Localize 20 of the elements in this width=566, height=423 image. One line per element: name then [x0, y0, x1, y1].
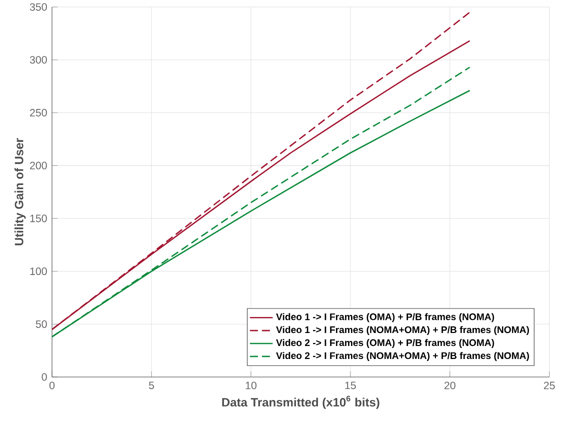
x-tick-label: 5 [148, 382, 154, 390]
y-tick-label: 0 [42, 373, 47, 381]
x-tick-label: 0 [49, 382, 55, 390]
legend-label: Video 1 -> I Frames (NOMA+OMA) + P/B frames (NOMA) [276, 326, 529, 336]
y-tick-label: 300 [30, 56, 47, 64]
legend-label: Video 2 -> I Frames (OMA) + P/B frames (NOMA) [276, 339, 494, 348]
y-tick-label: 50 [36, 320, 47, 328]
x-tick-label: 15 [345, 382, 356, 390]
x-tick-label: 20 [444, 382, 456, 390]
legend-label: Video 1 -> I Frames (OMA) + P/B frames (NOMA) [276, 313, 494, 322]
y-tick-label: 150 [30, 214, 47, 222]
y-tick-label: 100 [30, 268, 47, 276]
y-axis-title: Utility Gain of User [14, 138, 26, 246]
y-tick-label: 200 [30, 162, 47, 170]
legend-label: Video 2 -> I Frames (NOMA+OMA) + P/B frames (NOMA) [276, 352, 529, 361]
x-tick-label: 10 [246, 382, 256, 390]
y-tick-label: 350 [30, 3, 47, 11]
x-tick-label: 25 [544, 382, 555, 390]
y-tick-label: 250 [30, 108, 47, 116]
x-axis-title: Data Transmitted (x10$^{6}$ bits) [222, 396, 380, 409]
